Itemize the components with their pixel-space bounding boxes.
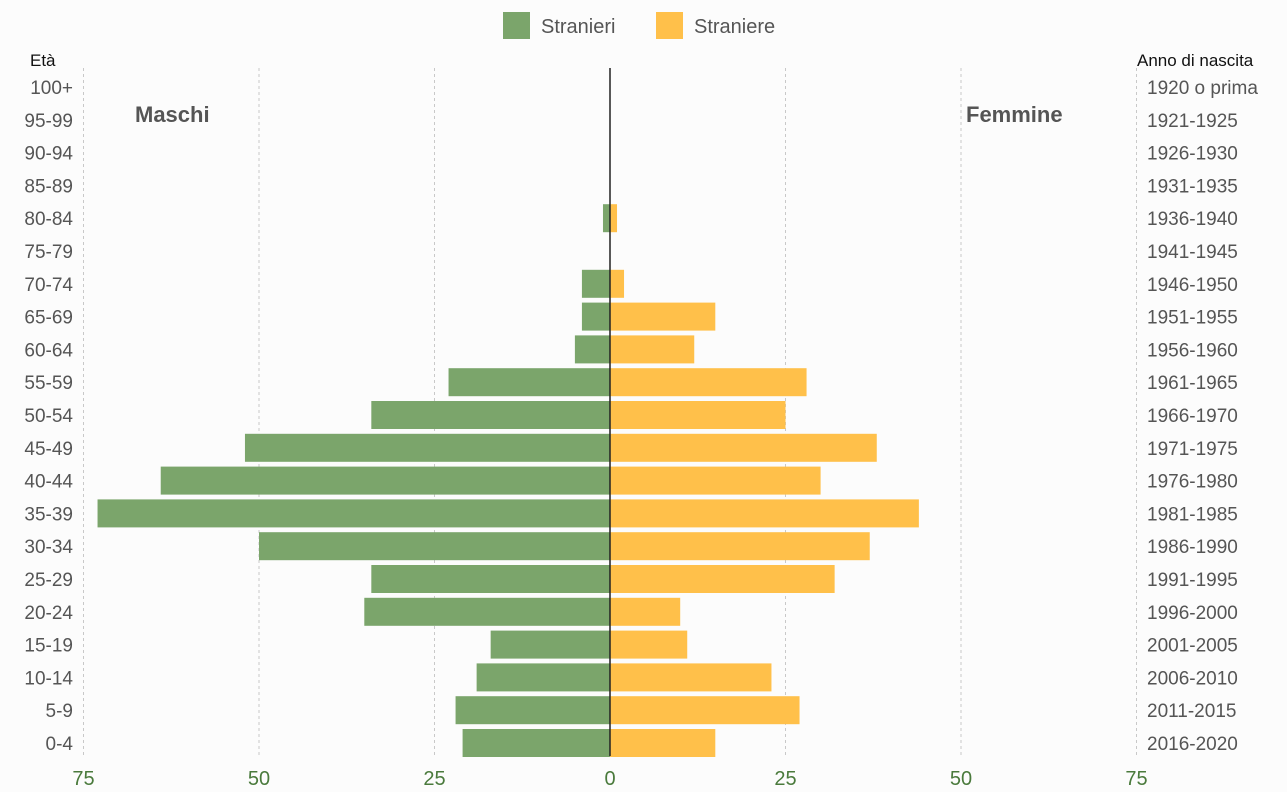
age-label-10-14: 10-14 [24, 668, 73, 689]
x-tick-label: 75 [72, 768, 94, 790]
bars-group [97, 204, 919, 757]
x-tick-label: 25 [774, 768, 796, 790]
age-label-15-19: 15-19 [24, 636, 73, 657]
birth-year-label-2: 2006-2010 [1147, 668, 1238, 689]
bar-stranieri-60-64 [574, 335, 610, 364]
age-group-labels: 0-4 5-9 10-14 15-19 20-24 25-29 30-34 35-39 40-4… [24, 78, 73, 755]
birth-year-label-9: 1971-1975 [1147, 439, 1238, 460]
maschi-label: Maschi [135, 102, 210, 127]
right-axis-title: Anno di nascita [1137, 51, 1254, 70]
age-label-95-99: 95-99 [24, 111, 73, 132]
femmine-label: Femmine [966, 102, 1063, 127]
birth-year-label-11: 1961-1965 [1147, 373, 1238, 394]
bar-straniere-70-74 [610, 269, 625, 298]
legend-label-stranieri: Stranieri [541, 16, 615, 38]
age-label-50-54: 50-54 [24, 406, 73, 427]
x-axis-ticks: 75 50 25 0 25 50 75 [72, 768, 1147, 790]
bar-straniere-10-14 [610, 663, 772, 692]
birth-year-label-17: 1931-1935 [1147, 176, 1238, 197]
birth-year-label-3: 2001-2005 [1147, 636, 1238, 657]
birth-year-label-14: 1946-1950 [1147, 275, 1238, 296]
x-tick-label: 50 [950, 768, 972, 790]
age-label-70-74: 70-74 [24, 275, 73, 296]
legend: Stranieri Straniere [503, 12, 775, 39]
bar-straniere-35-39 [610, 499, 919, 528]
birth-year-label-18: 1926-1930 [1147, 144, 1238, 165]
age-label-20-24: 20-24 [24, 603, 73, 624]
birth-year-label-20: 1920 o prima [1147, 78, 1258, 99]
birth-year-label-15: 1941-1945 [1147, 242, 1238, 263]
bar-stranieri-50-54 [371, 401, 610, 429]
bar-straniere-60-64 [610, 335, 695, 364]
bar-stranieri-55-59 [448, 368, 610, 397]
bar-stranieri-30-34 [259, 532, 610, 561]
bar-straniere-55-59 [610, 368, 807, 397]
bar-straniere-40-44 [610, 466, 821, 495]
bar-stranieri-10-14 [476, 663, 610, 692]
age-label-5-9: 5-9 [46, 701, 73, 722]
birth-year-label-19: 1921-1925 [1147, 111, 1238, 132]
bar-stranieri-80-84 [602, 204, 610, 233]
birth-year-label-4: 1996-2000 [1147, 603, 1238, 624]
age-label-60-64: 60-64 [24, 340, 73, 361]
birth-year-label-16: 1936-1940 [1147, 209, 1238, 230]
age-label-65-69: 65-69 [24, 308, 73, 329]
legend-swatch-straniere [656, 12, 683, 39]
bar-straniere-30-34 [610, 532, 870, 561]
bar-straniere-45-49 [610, 433, 877, 462]
birth-year-label-7: 1981-1985 [1147, 504, 1238, 525]
age-label-35-39: 35-39 [24, 504, 73, 525]
bar-stranieri-45-49 [244, 433, 610, 462]
x-tick-label: 75 [1125, 768, 1147, 790]
bar-stranieri-15-19 [490, 630, 610, 659]
bar-straniere-25-29 [610, 565, 835, 593]
age-label-85-89: 85-89 [24, 176, 73, 197]
birth-year-label-8: 1976-1980 [1147, 472, 1238, 493]
bar-stranieri-0-4 [462, 729, 610, 757]
age-label-45-49: 45-49 [24, 439, 73, 460]
bar-straniere-5-9 [610, 696, 800, 725]
birth-year-labels: 2016-2020 2011-2015 2006-2010 2001-2005 1996… [1147, 78, 1258, 755]
left-axis-title: Età [30, 51, 56, 70]
bar-straniere-65-69 [610, 302, 716, 331]
bar-stranieri-5-9 [455, 696, 610, 725]
birth-year-label-1: 2011-2015 [1147, 701, 1236, 722]
bar-straniere-0-4 [610, 729, 716, 757]
bar-straniere-15-19 [610, 630, 688, 659]
birth-year-label-10: 1966-1970 [1147, 406, 1238, 427]
birth-year-label-13: 1951-1955 [1147, 308, 1238, 329]
birth-year-label-5: 1991-1995 [1147, 570, 1238, 591]
birth-year-label-6: 1986-1990 [1147, 537, 1238, 558]
age-label-0-4: 0-4 [46, 734, 74, 755]
x-tick-label: 0 [604, 768, 615, 790]
x-tick-label: 50 [248, 768, 270, 790]
x-tick-label: 25 [423, 768, 445, 790]
bar-straniere-20-24 [610, 597, 681, 626]
birth-year-label-12: 1956-1960 [1147, 340, 1238, 361]
bar-stranieri-65-69 [581, 302, 610, 331]
bar-stranieri-40-44 [160, 466, 610, 495]
birth-year-label-0: 2016-2020 [1147, 734, 1238, 755]
bar-stranieri-70-74 [581, 269, 610, 298]
legend-label-straniere: Straniere [694, 16, 775, 38]
age-label-90-94: 90-94 [24, 144, 73, 165]
legend-swatch-stranieri [503, 12, 530, 39]
bar-stranieri-25-29 [371, 565, 610, 593]
age-label-30-34: 30-34 [24, 537, 73, 558]
age-label-100+: 100+ [30, 78, 73, 99]
bar-stranieri-35-39 [97, 499, 611, 528]
age-label-55-59: 55-59 [24, 373, 73, 394]
age-label-25-29: 25-29 [24, 570, 73, 591]
age-label-40-44: 40-44 [24, 472, 73, 493]
age-label-80-84: 80-84 [24, 209, 73, 230]
age-label-75-79: 75-79 [24, 242, 73, 263]
bar-straniere-80-84 [610, 204, 618, 233]
bar-stranieri-20-24 [364, 597, 610, 626]
bar-straniere-50-54 [610, 401, 786, 429]
